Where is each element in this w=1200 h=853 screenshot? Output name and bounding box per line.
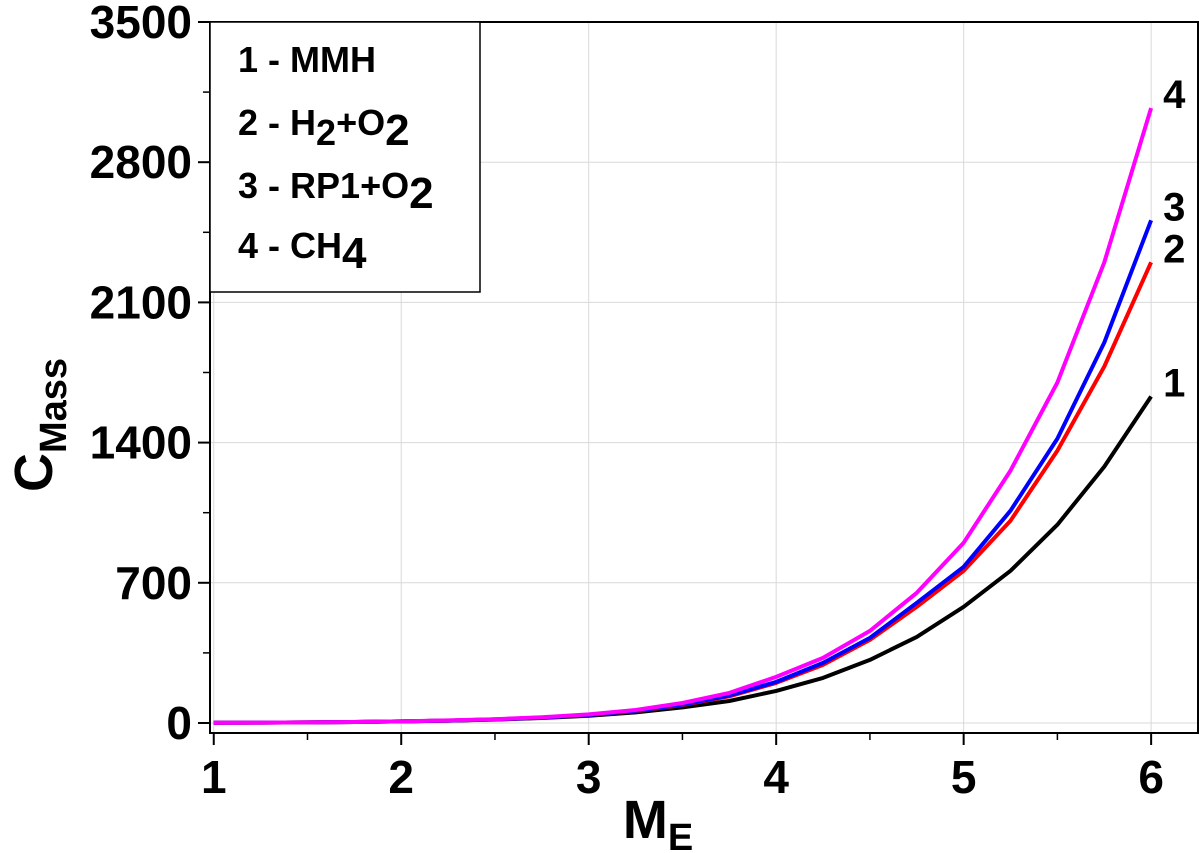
y-tick-label: 1400 <box>90 417 192 469</box>
legend-separator: - <box>258 165 290 206</box>
legend-entry-2-number: 2 <box>238 102 258 143</box>
legend-entry-3: 3 - RP1+O2 <box>238 165 434 218</box>
legend-entry-1-text: MMH <box>290 39 376 80</box>
series-layer <box>213 107 1154 725</box>
legend-entry-2-sub1: 2 <box>316 112 336 153</box>
y-tick-label: 2800 <box>90 136 192 188</box>
series-line-4 <box>213 107 1154 725</box>
legend-separator: - <box>258 39 290 80</box>
x-axis-title-main: M <box>623 790 668 850</box>
x-tick-label: 1 <box>201 751 227 803</box>
legend-entry-4: 4 - CH4 <box>238 225 367 278</box>
legend-entry-3-number: 3 <box>238 165 258 206</box>
x-tick-label: 5 <box>951 751 977 803</box>
series-end-label-1: 1 <box>1163 362 1185 406</box>
series-end-label-4: 4 <box>1163 73 1186 117</box>
x-tick-label: 3 <box>576 751 602 803</box>
ticks: 1 2 3 4 5 6 0 700 1400 2100 2800 3500 <box>90 0 1164 803</box>
plot-frame <box>209 21 1199 734</box>
x-tick-label: 4 <box>763 751 789 803</box>
legend-entry-3-sub1: 2 <box>409 169 433 218</box>
y-axis-title-main: C <box>4 453 64 492</box>
series-end-label-3: 3 <box>1163 185 1185 229</box>
series-end-label-2: 2 <box>1163 227 1185 271</box>
legend-entry-2-mid: +O <box>336 102 385 143</box>
x-tick-label: 6 <box>1138 751 1164 803</box>
legend-entry-4-number: 4 <box>238 225 258 266</box>
legend-entry-3-text: RP1+O <box>290 165 409 206</box>
legend-entry-2: 2 - H2+O2 <box>238 102 410 155</box>
end-labels: 1 23 4 <box>1163 73 1186 405</box>
y-axis-title-sub: Mass <box>33 358 75 453</box>
legend-entry-2-text: H <box>290 102 316 143</box>
legend-entry-4-text: CH <box>290 225 342 266</box>
x-axis-title: ME <box>623 790 693 853</box>
y-tick-label: 700 <box>115 557 192 609</box>
y-tick-label: 0 <box>166 697 192 749</box>
series-line-2 <box>213 261 1153 725</box>
legend-separator: - <box>258 225 290 266</box>
legend-entry-1-number: 1 <box>238 39 258 80</box>
legend-entry-2-sub2: 2 <box>385 106 409 155</box>
legend-entry-4-sub1: 4 <box>342 229 367 278</box>
legend-separator: - <box>258 102 290 143</box>
y-axis-title: CMass <box>4 358 75 492</box>
series-line-1 <box>213 395 1153 725</box>
legend: 1 - MMH 2 - H2+O2 3 - RP1+O2 4 - CH4 <box>209 21 481 293</box>
y-tick-label: 3500 <box>90 0 192 48</box>
axes <box>209 21 1199 734</box>
x-tick-label: 2 <box>388 751 414 803</box>
y-tick-label: 2100 <box>90 276 192 328</box>
x-axis-title-sub: E <box>668 817 693 853</box>
legend-box <box>209 21 481 293</box>
legend-entry-1: 1 - MMH <box>238 39 376 80</box>
